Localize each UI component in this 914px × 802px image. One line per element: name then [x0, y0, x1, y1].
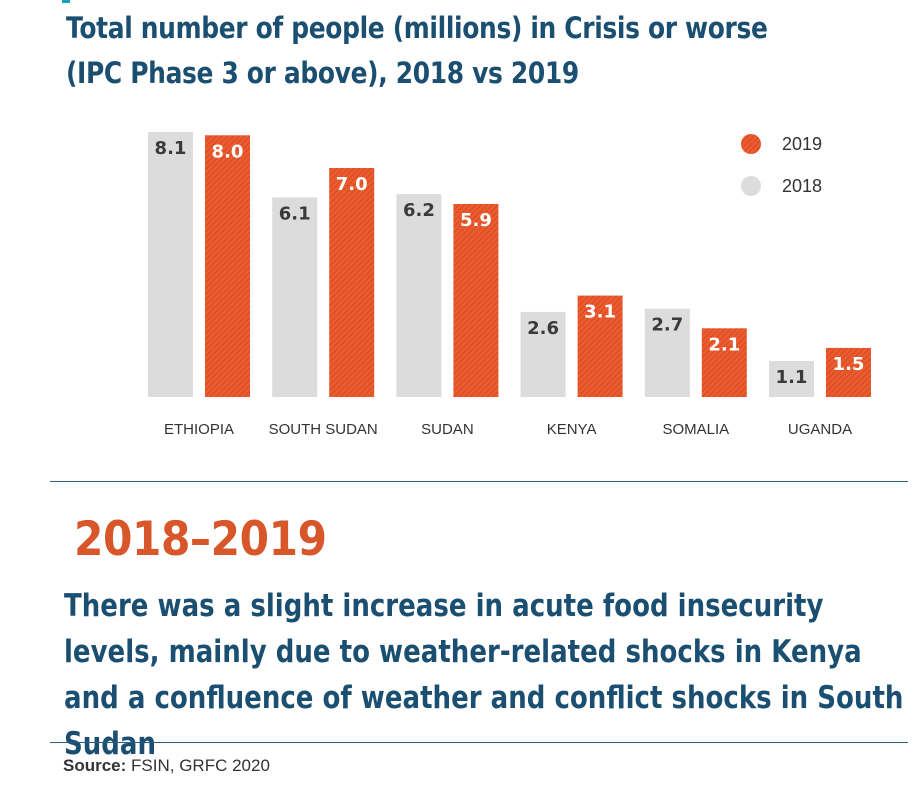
category-label-sudan: SUDAN — [421, 421, 474, 438]
bar-label-2019-south-sudan: 7.0 — [336, 174, 368, 195]
bar-2019-uganda — [826, 347, 871, 397]
category-label-uganda: UGANDA — [788, 421, 852, 438]
legend-swatch-2019 — [741, 134, 761, 154]
accent-mark — [62, 0, 70, 3]
summary-text: There was a slight increase in acute foo… — [64, 588, 904, 762]
category-label-ethiopia: ETHIOPIA — [164, 421, 234, 438]
bar-label-2018-south-sudan: 6.1 — [279, 203, 311, 224]
bar-label-2019-uganda: 1.5 — [833, 354, 865, 375]
bar-2019-kenya — [577, 295, 623, 397]
source-text: FSIN, GRFC 2020 — [131, 756, 270, 775]
bar-2019-ethiopia — [205, 135, 250, 397]
divider-top — [50, 481, 908, 482]
category-label-somalia: SOMALIA — [662, 421, 729, 438]
legend-label-2019: 2019 — [782, 134, 822, 154]
bar-label-2018-uganda: 1.1 — [776, 367, 808, 388]
bar-label-2018-sudan: 6.2 — [403, 200, 435, 221]
chart-title-line-2: (IPC Phase 3 or above), 2018 vs 2019 — [66, 56, 579, 90]
legend-swatch-2018 — [741, 176, 761, 196]
bar-2019-south-sudan — [329, 167, 375, 397]
bar-2019-somalia — [701, 328, 747, 397]
divider-bottom — [50, 742, 908, 743]
period-heading: 2018–2019 — [74, 512, 327, 567]
legend-label-2018: 2018 — [782, 176, 822, 196]
bar-label-2018-somalia: 2.7 — [651, 315, 683, 336]
bar-2018-somalia — [644, 308, 690, 397]
bar-2018-sudan — [396, 194, 442, 397]
bar-2019-sudan — [453, 203, 499, 397]
bar-label-2018-kenya: 2.6 — [527, 318, 559, 339]
bar-chart: 8.1 8.0 ETHIOPIA 6.1 7.0 SOUTH SUDAN 6.2 5.9 SUD… — [148, 132, 871, 438]
bar-2018-kenya — [520, 311, 566, 397]
category-label-kenya: KENYA — [547, 421, 597, 438]
bar-label-2018-ethiopia: 8.1 — [155, 138, 187, 159]
bar-label-2019-sudan: 5.9 — [460, 210, 492, 231]
source-label: Source: — [63, 756, 127, 775]
source-note: Source: FSIN, GRFC 2020 — [63, 756, 270, 776]
bar-label-2019-kenya: 3.1 — [584, 302, 616, 323]
bar-2018-south-sudan — [272, 197, 318, 397]
bar-2018-uganda — [769, 361, 814, 397]
category-label-south-sudan: SOUTH SUDAN — [269, 421, 378, 438]
chart-title-line-1: Total number of people (millions) in Cri… — [66, 11, 768, 45]
chart-title: Total number of people (millions) in Cri… — [66, 6, 788, 96]
bar-label-2019-somalia: 2.1 — [708, 334, 740, 355]
bar-2018-ethiopia — [148, 132, 193, 397]
bar-label-2019-ethiopia: 8.0 — [212, 141, 244, 162]
